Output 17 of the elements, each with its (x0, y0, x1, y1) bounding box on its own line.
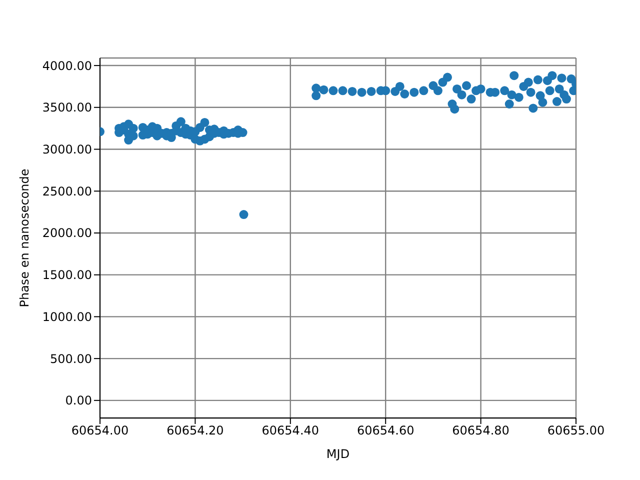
y-tick-label: 500.00 (50, 352, 92, 366)
y-tick-label: 0.00 (65, 394, 92, 408)
x-tick-label: 60654.20 (166, 424, 224, 438)
y-tick-label: 3500.00 (42, 100, 92, 115)
x-tick-label: 60654.40 (262, 424, 320, 438)
x-tick-label: 60654.60 (356, 424, 414, 438)
y-tick-label: 2500.00 (42, 184, 92, 198)
x-tick-label: 60654.00 (71, 424, 129, 438)
x-axis-title: MJD (326, 447, 350, 461)
y-tick-label: 1000.00 (42, 310, 92, 324)
y-tick-label: 4000.00 (42, 58, 92, 73)
x-tick-label: 60654.80 (452, 424, 510, 438)
y-tick-label: 2000.00 (42, 226, 92, 240)
y-tick-label: 3000.00 (42, 142, 92, 157)
y-axis-title: Phase en nanoseconde (17, 168, 32, 308)
x-tick-label: 60655.00 (547, 424, 605, 438)
y-tick-label: 1500.00 (42, 268, 92, 282)
